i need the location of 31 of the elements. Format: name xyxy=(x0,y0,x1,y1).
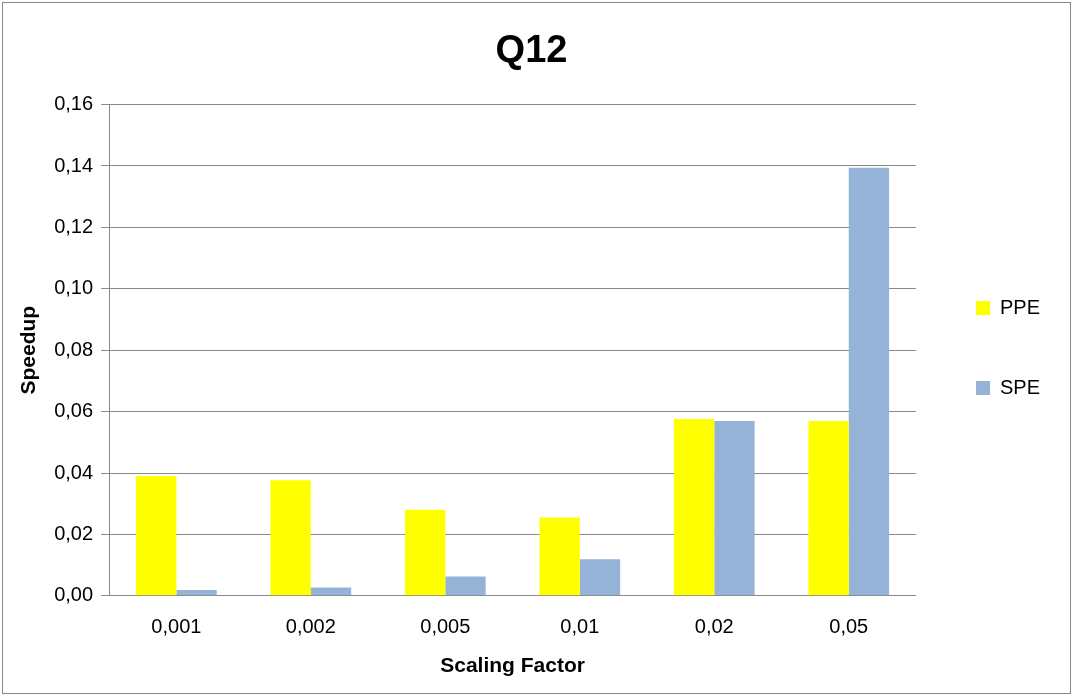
y-tick-label: 0,04 xyxy=(54,460,94,483)
bar xyxy=(808,421,849,596)
y-tick-label: 0,08 xyxy=(54,337,94,360)
x-tick-label: 0,001 xyxy=(151,615,202,638)
bar xyxy=(848,167,890,596)
y-tick-label: 0,02 xyxy=(54,521,94,544)
bar xyxy=(445,576,486,596)
x-tick-label: 0,02 xyxy=(694,615,734,638)
x-tick-label: 0,01 xyxy=(560,615,600,638)
legend-label: SPE xyxy=(999,375,1041,398)
y-tick-label: 0,16 xyxy=(54,92,94,115)
x-axis-title: Scaling Factor xyxy=(440,653,585,677)
bar xyxy=(270,480,311,596)
legend-label: PPE xyxy=(999,295,1041,318)
y-tick-label: 0,00 xyxy=(54,583,94,606)
bar xyxy=(579,559,621,596)
y-tick-label: 0,10 xyxy=(54,276,94,299)
bar xyxy=(404,509,446,596)
bar xyxy=(176,589,217,596)
bar xyxy=(539,517,580,596)
x-tick-label: 0,005 xyxy=(420,615,471,638)
y-tick-label: 0,12 xyxy=(54,214,94,237)
x-tick-label: 0,05 xyxy=(829,615,869,638)
y-tick-label: 0,06 xyxy=(54,399,94,422)
chart-title: Q12 xyxy=(495,28,568,71)
y-tick-label: 0,14 xyxy=(54,153,94,176)
bar xyxy=(714,421,755,596)
y-axis-title: Speedup xyxy=(16,305,40,395)
x-tick-label: 0,002 xyxy=(285,615,336,638)
bar xyxy=(673,418,715,596)
bar xyxy=(136,476,177,596)
